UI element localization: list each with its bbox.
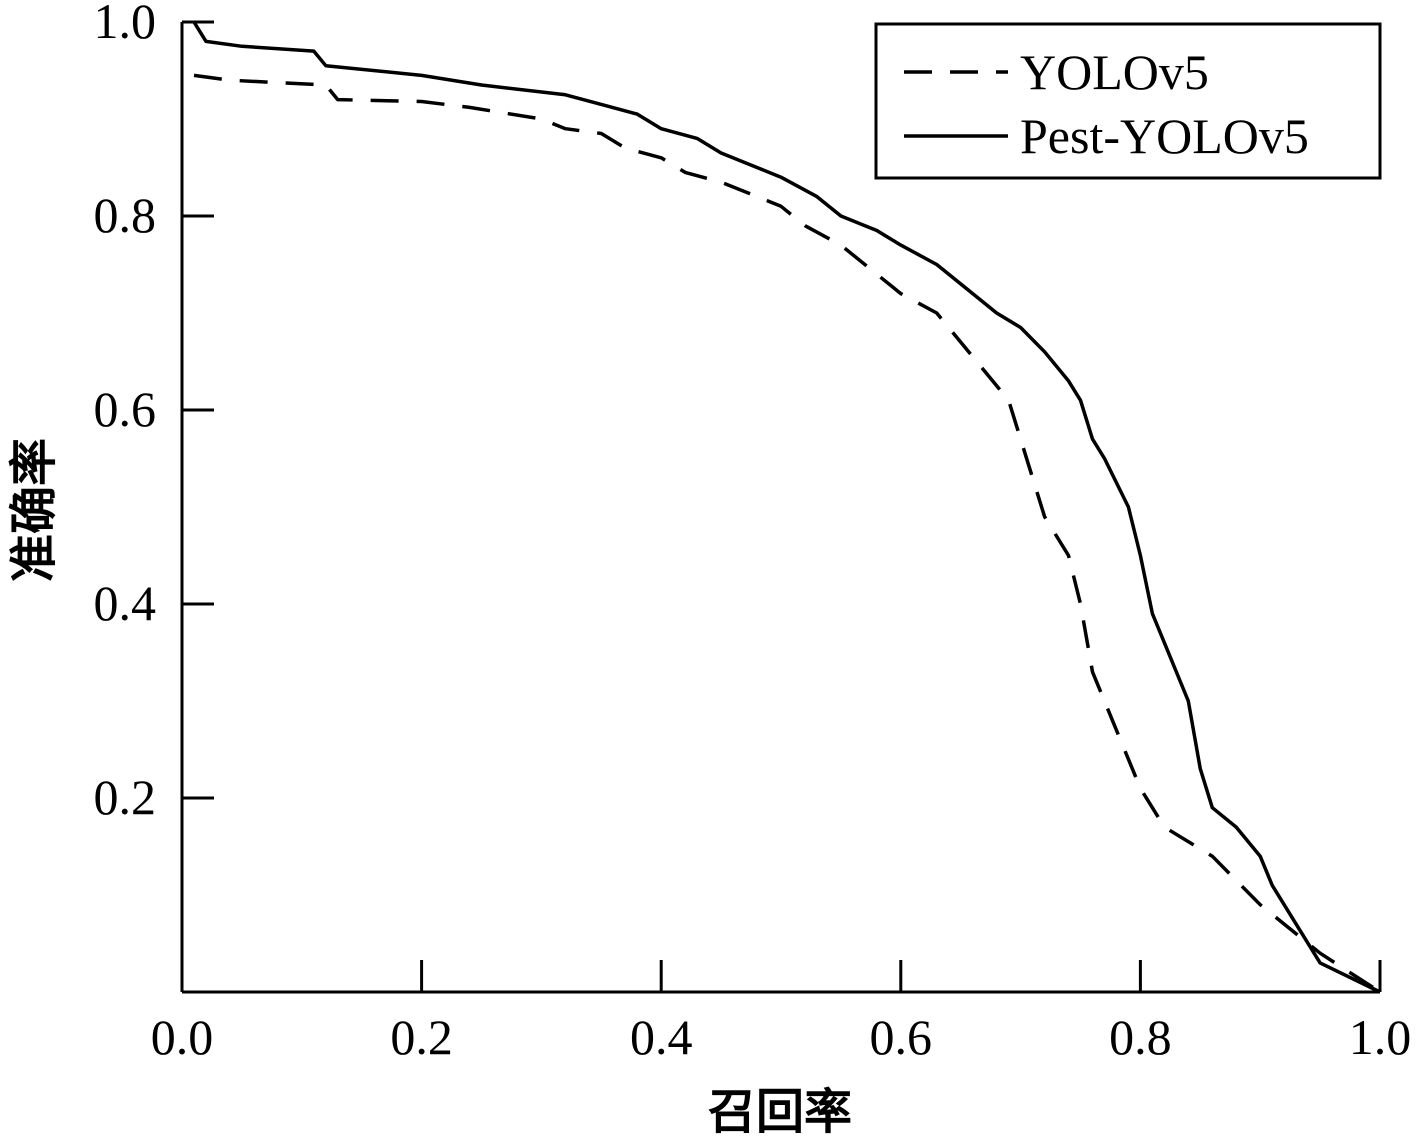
legend-box <box>874 22 1382 180</box>
x-tick-label: 0.4 <box>630 1009 693 1065</box>
y-axis-title: 准确率 <box>6 438 62 582</box>
y-tick-label: 0.2 <box>94 769 157 825</box>
y-tick-label: 1.0 <box>94 0 157 49</box>
series-layer <box>192 21 1381 994</box>
legend-label: Pest-YOLOv5 <box>1020 108 1309 164</box>
x-tick-label: 1.0 <box>1349 1009 1412 1065</box>
x-tick-label: 0.8 <box>1109 1009 1172 1065</box>
y-tick-label: 0.4 <box>94 575 157 631</box>
series-line-pest-yolov5 <box>192 21 1381 994</box>
x-tick-label: 0.2 <box>390 1009 453 1065</box>
legend: YOLOv5 Pest-YOLOv5 <box>874 22 1382 180</box>
y-tick-label: 0.8 <box>94 187 157 243</box>
x-tick-label: 0.6 <box>870 1009 933 1065</box>
x-tick-label: 0.0 <box>151 1009 214 1065</box>
series-line-yolov5 <box>193 73 1381 994</box>
y-tick-label: 0.6 <box>94 381 157 437</box>
legend-label: YOLOv5 <box>1020 44 1209 100</box>
x-axis-title: 召回率 <box>708 1084 852 1140</box>
axis-ticks: 0.0 0.2 0.4 0.6 0.8 1.0 0.2 0.4 0.6 0.8 1.0 <box>94 0 1412 1065</box>
plot-area <box>180 22 1380 994</box>
